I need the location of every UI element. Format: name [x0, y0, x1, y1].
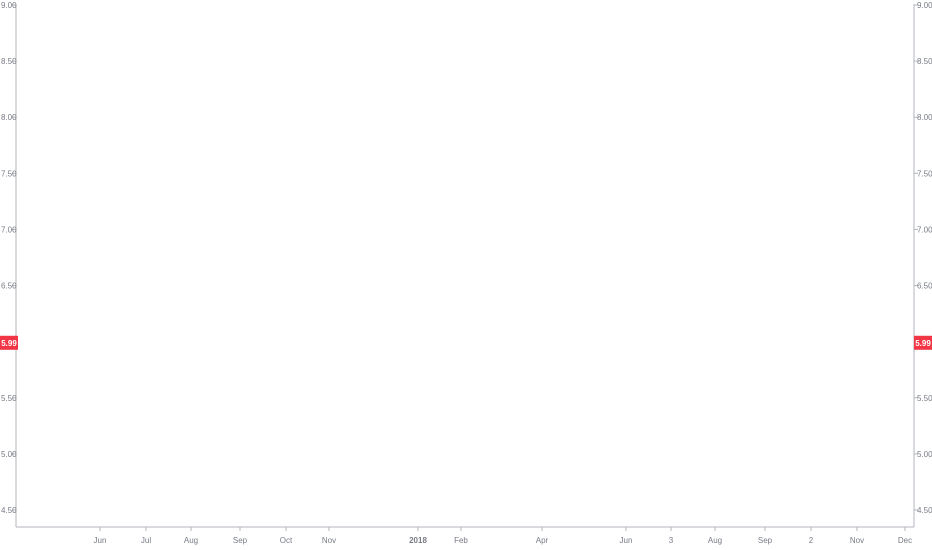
- x-tick-label: Dec: [898, 536, 912, 545]
- y-tick-label-left: 7.50: [1, 169, 17, 178]
- x-tick-label: Aug: [184, 536, 198, 545]
- last-price-badge-right: [914, 335, 932, 350]
- x-tick-label: Feb: [454, 536, 468, 545]
- y-tick-label-left: 7.00: [1, 225, 17, 234]
- x-tick-label: Jul: [141, 536, 151, 545]
- y-tick-label-right: 9.00: [917, 1, 932, 10]
- y-tick-label-left: 6.50: [1, 282, 17, 291]
- y-tick-label-left: 8.00: [1, 113, 17, 122]
- x-tick-label: Apr: [536, 536, 549, 545]
- x-tick-label: Jun: [620, 536, 633, 545]
- last-price-label: 5.99: [1, 339, 17, 348]
- x-tick-label: Jun: [94, 536, 107, 545]
- x-tick-label: 2: [809, 536, 814, 545]
- y-tick-label-right: 7.50: [917, 169, 932, 178]
- y-tick-label-left: 5.50: [1, 394, 17, 403]
- x-tick-label: Sep: [758, 536, 773, 545]
- x-tick-label: 2018: [409, 536, 427, 545]
- x-tick-label: 3: [669, 536, 674, 545]
- y-tick-label-right: 8.50: [917, 57, 932, 66]
- y-tick-label-right: 5.50: [917, 394, 932, 403]
- y-tick-label-left: 9.00: [1, 1, 17, 10]
- y-tick-label-left: 8.50: [1, 57, 17, 66]
- x-tick-label: Nov: [850, 536, 864, 545]
- y-tick-label-right: 6.50: [917, 282, 932, 291]
- y-tick-label-right: 8.00: [917, 113, 932, 122]
- y-tick-label-right: 4.50: [917, 506, 932, 515]
- x-tick-label: Sep: [233, 536, 248, 545]
- last-price-badge-left: [0, 335, 18, 350]
- y-tick-label-left: 5.00: [1, 450, 17, 459]
- y-tick-label-right: 7.00: [917, 225, 932, 234]
- y-tick-label-right: 5.00: [917, 450, 932, 459]
- last-price-label: 5.99: [915, 339, 931, 348]
- x-tick-label: Nov: [322, 536, 336, 545]
- x-tick-label: Oct: [280, 536, 293, 545]
- y-tick-label-left: 4.50: [1, 506, 17, 515]
- x-tick-label: Aug: [708, 536, 722, 545]
